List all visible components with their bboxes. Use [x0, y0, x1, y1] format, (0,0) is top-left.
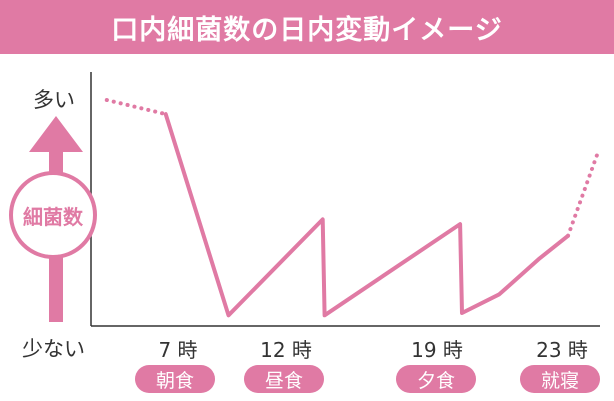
y-bottom-label: 少ない	[22, 337, 85, 361]
series-layer	[104, 98, 600, 318]
series-segment-2-dotted	[566, 151, 600, 238]
meal-badge-bedtime: 就寝	[520, 365, 600, 393]
chart-title: 口内細菌数の日内変動イメージ	[111, 14, 503, 46]
meal-label-lunch: 昼食	[264, 369, 303, 392]
meal-label-dinner: 夕食	[416, 369, 455, 392]
x-tick-label-2: 19 時	[411, 338, 463, 362]
x-tick-label-0: 7 時	[158, 338, 198, 362]
x-tick-label-3: 23 時	[536, 338, 588, 362]
meal-badge-breakfast: 朝食	[135, 365, 215, 393]
series-segment-0-dotted	[104, 98, 168, 117]
x-tick-label-1: 12 時	[260, 338, 312, 362]
title-bar: 口内細菌数の日内変動イメージ	[0, 0, 614, 54]
meal-label-breakfast: 朝食	[155, 369, 194, 392]
bacteria-count-circle: 細菌数	[9, 171, 97, 259]
y-top-label: 多い	[33, 88, 75, 112]
meal-badge-dinner: 夕食	[396, 365, 476, 393]
y-arrow-head	[29, 116, 83, 152]
y-axis-title: 細菌数	[23, 204, 83, 229]
meal-badge-lunch: 昼食	[244, 365, 324, 393]
series-segment-1-solid	[163, 112, 570, 318]
meal-label-bedtime: 就寝	[540, 369, 579, 392]
